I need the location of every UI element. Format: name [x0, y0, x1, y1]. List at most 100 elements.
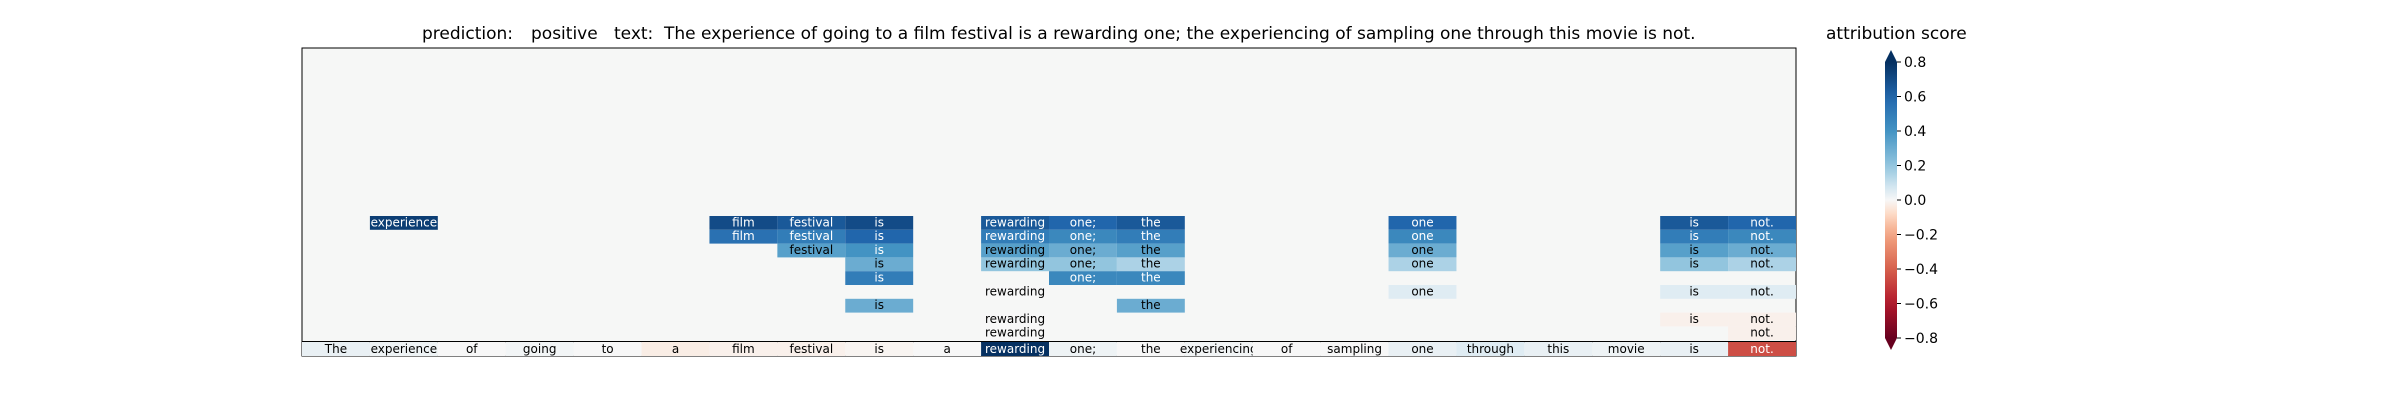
attention-cell [1728, 229, 1796, 244]
attention-cell [981, 257, 1049, 272]
colorbar-tick-label: 0.0 [1904, 193, 1926, 209]
token-cell [437, 342, 506, 356]
attention-cell-label: rewarding [985, 215, 1045, 229]
attention-cell-label: festival [789, 243, 833, 257]
attention-cell-label: is [874, 257, 884, 271]
attention-cell-label: experience [371, 215, 438, 229]
colorbar-extend-top [1885, 50, 1897, 62]
attention-cell-label: rewarding [985, 229, 1045, 243]
attention-cell-label: one [1411, 243, 1433, 257]
attention-cell [1728, 243, 1796, 258]
colorbar-tick-label: −0.6 [1904, 297, 1938, 313]
attention-cell [981, 285, 1049, 299]
attention-cell-label: is [1689, 312, 1699, 326]
attention-cell [369, 216, 438, 230]
token-label: a [943, 342, 950, 356]
token-label: going [523, 342, 557, 356]
attention-cell [777, 216, 846, 230]
attention-cell [845, 229, 914, 244]
attention-cell-label: the [1141, 298, 1161, 312]
attention-cell [777, 243, 846, 258]
attention-cell [1728, 216, 1796, 230]
attention-cell-label: not. [1750, 257, 1773, 271]
attention-cell [981, 229, 1049, 244]
attention-cell-label: the [1141, 215, 1161, 229]
attention-cell-label: not. [1750, 243, 1773, 257]
token-label: through [1467, 342, 1514, 356]
token-cell [981, 342, 1049, 356]
attention-cell-label: not. [1750, 284, 1773, 298]
attention-cell [1660, 229, 1729, 244]
attention-cell-label: rewarding [985, 243, 1045, 257]
attention-cell-label: film [732, 229, 755, 243]
token-label: rewarding [985, 342, 1045, 356]
colorbar-tick-label: 0.8 [1904, 55, 1926, 71]
attention-cell [981, 216, 1049, 230]
attention-cell-label: the [1141, 229, 1161, 243]
attention-cell-label: rewarding [985, 284, 1045, 298]
token-cell [1049, 342, 1117, 356]
token-label: festival [789, 342, 833, 356]
attention-cell [1388, 285, 1457, 299]
token-label: one; [1070, 342, 1096, 356]
token-cell [777, 342, 846, 356]
text-label: text: [614, 24, 653, 44]
prediction-label: prediction: [422, 24, 513, 44]
token-label: one [1411, 342, 1433, 356]
attention-cell [777, 229, 846, 244]
attention-cell [1660, 243, 1729, 258]
attention-cell-label: the [1141, 271, 1161, 285]
attention-cell [1049, 229, 1117, 244]
colorbar-tick-label: −0.8 [1904, 331, 1938, 347]
token-label: experiencing [1180, 342, 1258, 356]
attention-cell [845, 216, 914, 230]
attention-cell-label: one; [1070, 229, 1096, 243]
token-cell [845, 342, 914, 356]
token-label: of [1281, 342, 1293, 356]
token-label: the [1141, 342, 1161, 356]
attention-cell [1660, 216, 1729, 230]
attention-cell-label: is [1689, 243, 1699, 257]
attention-cell-label: festival [789, 215, 833, 229]
attention-cell [709, 216, 778, 230]
attention-cell-label: is [874, 215, 884, 229]
colorbar-tick-label: 0.2 [1904, 159, 1926, 175]
token-label: movie [1608, 342, 1645, 356]
token-cell [505, 342, 574, 356]
token-label: film [732, 342, 755, 356]
attention-cell [1728, 257, 1796, 272]
token-label: this [1547, 342, 1569, 356]
token-cell [1320, 342, 1389, 356]
token-cell [1728, 342, 1796, 356]
attention-cell-label: is [874, 243, 884, 257]
attention-cell-label: not. [1750, 312, 1773, 326]
attention-cell [1116, 257, 1185, 272]
attention-cell-label: is [874, 298, 884, 312]
attention-cell [1116, 298, 1185, 313]
plot-area [301, 47, 1797, 357]
attention-cell [1388, 257, 1457, 272]
attention-cell-label: not. [1750, 215, 1773, 229]
attention-cell-label: rewarding [985, 312, 1045, 326]
token-cell [302, 342, 370, 356]
attention-cell-label: one; [1070, 215, 1096, 229]
token-label: sampling [1327, 342, 1382, 356]
attention-cell-label: the [1141, 243, 1161, 257]
input-text: The experience of going to a film festiv… [663, 24, 1696, 44]
attention-cell [1660, 257, 1729, 272]
token-row: The experience of going to a film festival is a re… [302, 342, 1796, 356]
attention-cell [1116, 243, 1185, 258]
token-cell [1116, 342, 1185, 356]
token-cell [1592, 342, 1661, 356]
attention-cells: experience filmfilmfestivalfestivalfestiv… [369, 215, 1796, 341]
colorbar: 0.8 0.6 0.4 0.2 0.0 −0.2 −0.4 −0.6 −0.8 [1885, 50, 1938, 350]
colorbar-label: attribution score [1826, 24, 1967, 44]
colorbar-tick-label: −0.4 [1904, 262, 1938, 278]
attention-cell-label: is [1689, 215, 1699, 229]
token-label: to [602, 342, 614, 356]
attention-cell [1388, 216, 1457, 230]
attention-cell [845, 257, 914, 272]
attention-cell-label: one; [1070, 271, 1096, 285]
token-cell [913, 342, 982, 356]
